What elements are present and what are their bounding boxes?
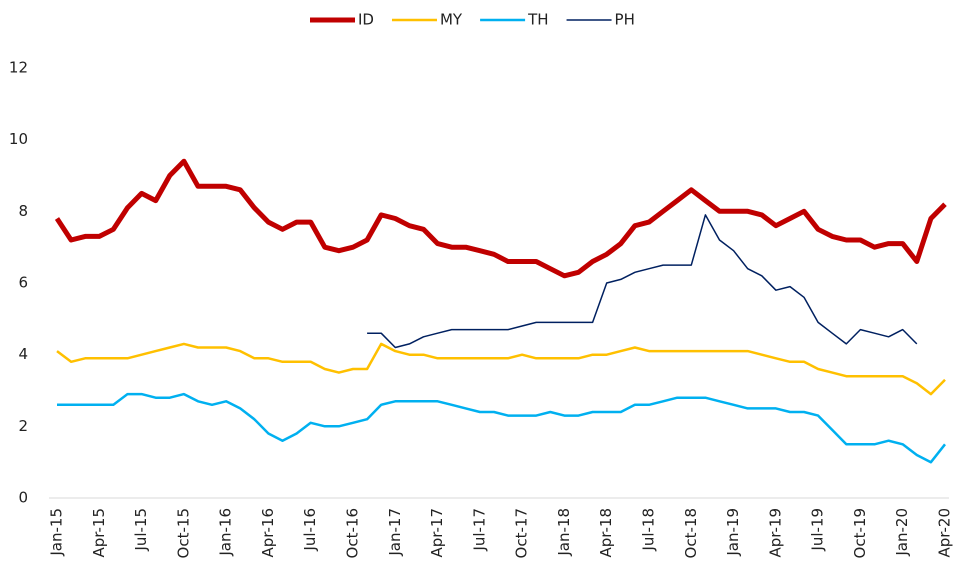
x-tick-label: Apr-19: [766, 508, 784, 558]
x-tick-label: Jan-20: [893, 508, 911, 557]
x-tick-label: Apr-20: [936, 508, 954, 558]
series-line: [54, 158, 947, 279]
y-tick-label: 0: [18, 489, 28, 507]
legend-label: TH: [527, 11, 548, 29]
x-tick-label: Jan-18: [555, 508, 573, 557]
x-tick-label: Jul-18: [640, 508, 658, 552]
legend-label: MY: [440, 11, 463, 29]
x-tick-label: Oct-18: [682, 508, 700, 558]
series-line: [367, 214, 918, 349]
series-line: [56, 342, 946, 396]
legend-label: PH: [615, 11, 635, 29]
x-tick-label: Oct-17: [513, 508, 531, 558]
legend-label: ID: [358, 11, 374, 29]
x-tick-label: Apr-16: [259, 508, 277, 558]
x-tick-label: Jan-15: [48, 508, 66, 557]
y-tick-label: 2: [18, 417, 28, 435]
x-tick-label: Jul-16: [301, 508, 319, 552]
x-tick-label: Jan-16: [217, 508, 235, 557]
x-tick-label: Jul-19: [809, 508, 827, 552]
x-tick-label: Oct-15: [174, 508, 192, 558]
x-tick-label: Jan-17: [386, 508, 404, 557]
y-tick-label: 4: [18, 345, 28, 363]
series-line: [57, 392, 946, 464]
x-tick-label: Apr-15: [90, 508, 108, 558]
y-tick-label: 10: [9, 130, 28, 148]
x-tick-label: Oct-16: [344, 508, 362, 558]
y-tick-label: 6: [18, 274, 28, 292]
x-tick-label: Oct-19: [851, 508, 869, 558]
y-tick-label: 8: [18, 202, 28, 220]
x-tick-label: Apr-17: [428, 508, 446, 558]
y-tick-label: 12: [9, 59, 28, 77]
x-tick-label: Jul-17: [470, 508, 488, 552]
x-tick-label: Apr-18: [597, 508, 615, 558]
x-tick-label: Jul-15: [132, 508, 150, 552]
x-tick-label: Jan-19: [724, 508, 742, 557]
